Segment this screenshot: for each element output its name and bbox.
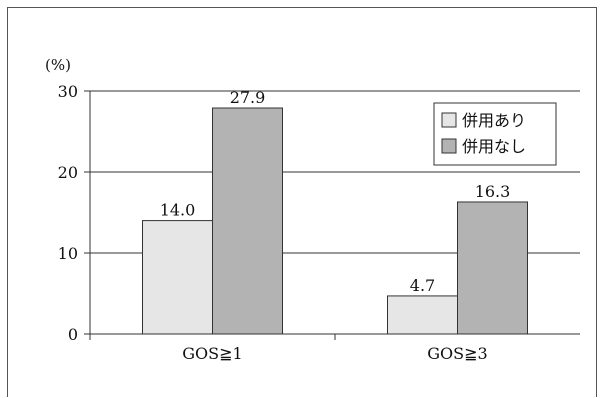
y-tick-label: 0 [68, 325, 78, 344]
y-unit-label: (%) [45, 56, 71, 74]
legend-swatch [441, 112, 457, 128]
data-label: 14.0 [160, 201, 196, 220]
y-tick-label: 20 [58, 163, 78, 182]
data-label: 16.3 [475, 182, 511, 201]
y-tick-label: 10 [58, 244, 78, 263]
legend-label: 併用なし [462, 137, 526, 156]
labels: 0 10 20 30 14.0 27.9 GOS≧1 4.7 16.3 GOS≧3 [58, 82, 511, 363]
x-tick-label: GOS≧1 [182, 344, 242, 363]
data-label: 4.7 [410, 276, 435, 295]
bar [457, 201, 528, 335]
bar [212, 107, 283, 335]
axes [84, 90, 580, 340]
legend-swatch [441, 138, 457, 154]
bar [387, 295, 458, 335]
legend-label: 併用あり [462, 111, 526, 130]
y-tick-label: 30 [58, 82, 78, 101]
chart-frame [7, 7, 597, 397]
x-tick-label: GOS≧3 [427, 344, 487, 363]
bar [142, 220, 213, 335]
data-label: 27.9 [230, 88, 266, 107]
